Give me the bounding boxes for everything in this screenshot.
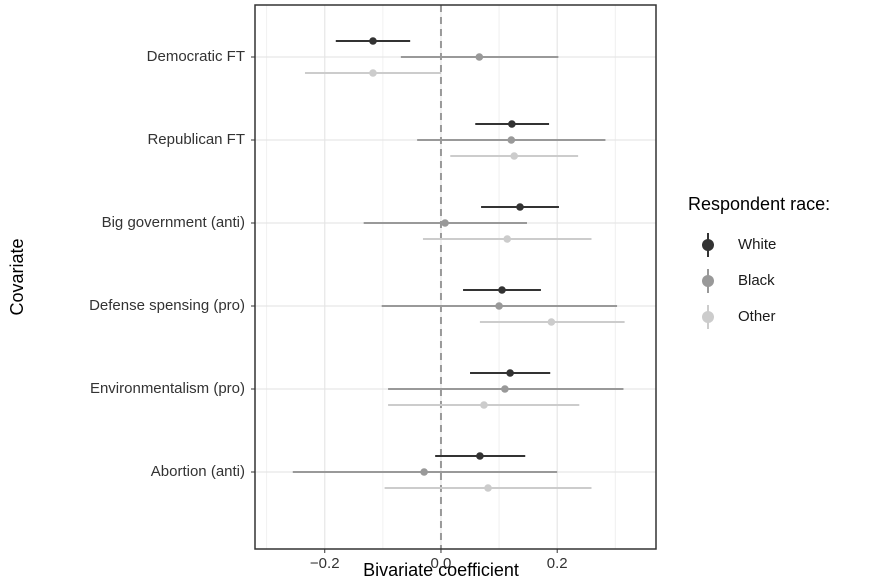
x-tick-label: −0.2 (310, 555, 340, 572)
point (475, 53, 484, 61)
point (480, 401, 488, 409)
point (420, 468, 428, 476)
x-tick-label: 0.2 (547, 555, 568, 572)
point (441, 219, 449, 227)
point (484, 484, 492, 492)
legend-title: Respondent race: (688, 194, 830, 214)
legend-dot (702, 275, 714, 287)
legend-label: Other (738, 308, 776, 325)
legend-dot (702, 239, 714, 251)
plot-border (254, 4, 657, 550)
point (507, 136, 516, 144)
point (506, 369, 514, 377)
y-tick-label: Environmentalism (pro) (90, 380, 245, 397)
legend-label: White (738, 236, 776, 253)
point (508, 120, 516, 128)
point (498, 286, 506, 294)
point (369, 37, 377, 45)
x-tick-label: 0.0 (431, 555, 452, 572)
y-tick-label: Abortion (anti) (151, 463, 245, 480)
legend-dot (702, 311, 714, 323)
y-tick-label: Republican FT (147, 131, 245, 148)
legend-label: Black (738, 272, 775, 289)
point (510, 152, 518, 160)
point (547, 318, 556, 326)
y-axis-title: Covariate (7, 238, 27, 315)
point (503, 235, 512, 243)
y-tick-label: Defense spensing (pro) (89, 297, 245, 314)
x-axis-title: Bivariate coefficient (363, 560, 519, 580)
point (516, 203, 524, 211)
point (369, 69, 377, 77)
y-tick-label: Big government (anti) (102, 214, 245, 231)
point (495, 302, 503, 310)
point (501, 385, 509, 393)
y-tick-label: Democratic FT (147, 48, 245, 65)
point (476, 452, 484, 460)
